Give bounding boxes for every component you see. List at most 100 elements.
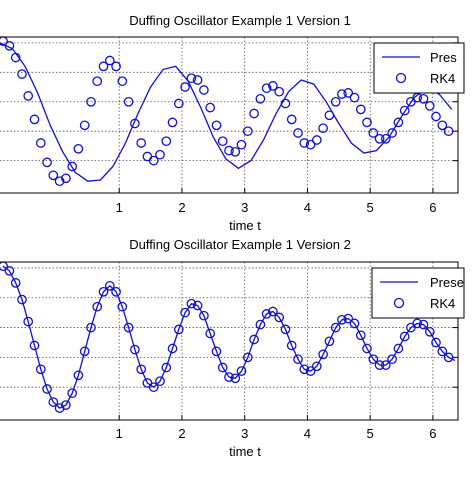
data-point bbox=[86, 322, 96, 333]
data-point bbox=[217, 362, 228, 373]
data-point bbox=[355, 104, 366, 115]
data-point bbox=[67, 388, 78, 399]
data-point bbox=[380, 360, 391, 370]
data-point bbox=[117, 301, 128, 312]
data-point bbox=[286, 114, 297, 125]
data-point bbox=[117, 76, 128, 87]
data-point bbox=[23, 316, 34, 327]
data-point bbox=[23, 91, 34, 101]
data-point bbox=[305, 139, 316, 150]
axes-frame bbox=[0, 36, 459, 194]
data-point bbox=[61, 173, 71, 184]
data-point bbox=[324, 110, 335, 121]
data-point bbox=[443, 126, 454, 137]
data-point bbox=[261, 309, 272, 319]
legend-label-rk4: RK4 bbox=[430, 71, 455, 86]
data-point bbox=[79, 120, 90, 131]
x-tick-labels: 1 2 3 4 5 6 bbox=[116, 200, 437, 215]
legend-label-prese: Prese bbox=[430, 275, 464, 290]
data-point bbox=[161, 136, 172, 147]
data-point bbox=[92, 301, 103, 312]
data-point bbox=[437, 346, 448, 357]
data-point bbox=[67, 161, 78, 172]
data-point bbox=[318, 349, 328, 360]
legend-label-rk4: RK4 bbox=[430, 296, 455, 311]
data-point bbox=[155, 149, 165, 160]
data-point bbox=[286, 340, 297, 351]
x-tick-labels: 1 2 3 4 5 6 bbox=[116, 426, 437, 441]
data-point bbox=[54, 403, 65, 413]
legend-swatch-marker bbox=[395, 72, 407, 84]
data-point bbox=[268, 81, 278, 91]
data-point bbox=[104, 280, 115, 291]
data-point bbox=[211, 346, 222, 357]
x-tick-label: 4 bbox=[304, 426, 311, 441]
legend: Pres RK4 bbox=[373, 42, 465, 94]
data-point bbox=[111, 61, 121, 72]
data-point bbox=[79, 346, 90, 357]
chart-version-2: Duffing Oscillator Example 1 Version 2 1… bbox=[0, 237, 465, 459]
data-point bbox=[249, 108, 259, 119]
data-point bbox=[330, 322, 341, 333]
data-point bbox=[293, 128, 303, 138]
data-point bbox=[54, 176, 65, 187]
x-axis-label: time t bbox=[229, 218, 261, 233]
data-point bbox=[255, 319, 266, 330]
data-point bbox=[17, 294, 27, 305]
x-tick-label: 2 bbox=[178, 200, 185, 215]
data-point bbox=[29, 340, 40, 351]
data-point bbox=[173, 324, 184, 335]
data-point bbox=[73, 143, 84, 154]
data-point bbox=[192, 75, 203, 85]
data-point bbox=[280, 324, 291, 335]
data-point bbox=[431, 337, 441, 348]
data-point bbox=[136, 138, 147, 148]
data-point bbox=[186, 73, 197, 84]
x-tick-label: 5 bbox=[367, 200, 374, 215]
data-point bbox=[355, 330, 366, 341]
data-point bbox=[35, 364, 46, 375]
data-point bbox=[167, 343, 178, 354]
data-point bbox=[349, 92, 360, 103]
chart-title: Duffing Oscillator Example 1 Version 2 bbox=[129, 237, 351, 252]
data-point bbox=[230, 373, 241, 384]
data-point bbox=[374, 133, 385, 144]
legend-swatch-marker bbox=[393, 297, 405, 309]
data-point bbox=[123, 96, 134, 107]
data-point bbox=[343, 313, 354, 324]
data-point bbox=[236, 366, 247, 376]
x-tick-label: 1 bbox=[116, 200, 123, 215]
data-point bbox=[148, 155, 159, 166]
data-point bbox=[98, 286, 109, 297]
data-point bbox=[211, 120, 222, 131]
data-point bbox=[242, 126, 253, 137]
data-point bbox=[86, 96, 96, 107]
data-point bbox=[387, 128, 397, 138]
series-markers-rk4 bbox=[0, 36, 454, 187]
data-point bbox=[48, 397, 59, 407]
data-point bbox=[299, 138, 310, 148]
legend-box bbox=[371, 267, 465, 319]
axes-frame bbox=[0, 261, 459, 421]
data-point bbox=[268, 306, 278, 317]
x-tick-label: 5 bbox=[367, 426, 374, 441]
data-point bbox=[324, 336, 335, 347]
data-point bbox=[4, 40, 15, 51]
data-point bbox=[337, 89, 347, 99]
x-tick-label: 6 bbox=[429, 426, 436, 441]
data-point bbox=[173, 98, 184, 109]
data-point bbox=[299, 364, 310, 375]
data-point bbox=[136, 364, 147, 375]
data-point bbox=[374, 360, 385, 370]
data-point bbox=[431, 111, 441, 122]
data-point bbox=[343, 88, 354, 98]
data-point bbox=[311, 135, 322, 145]
data-point bbox=[437, 120, 448, 131]
data-point bbox=[293, 354, 303, 365]
data-point bbox=[199, 85, 209, 95]
data-point bbox=[380, 133, 391, 144]
data-point bbox=[311, 361, 322, 372]
data-point bbox=[393, 117, 404, 128]
